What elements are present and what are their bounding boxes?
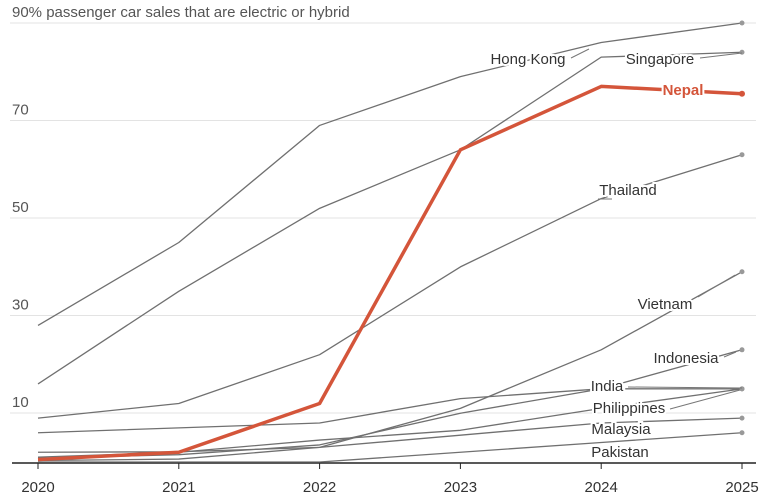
x-tick-label: 2025 (725, 479, 758, 496)
series-line-pakistan (38, 432, 743, 463)
x-tick-label: 2022 (303, 479, 336, 496)
series-label-singapore: Singapore (626, 51, 694, 68)
chart-title: 90% passenger car sales that are electri… (12, 4, 350, 21)
label-leader-india (627, 386, 743, 389)
series-label-vietnam: Vietnam (638, 296, 693, 313)
series-endpoint-thailand (739, 152, 745, 158)
series-labels: Hong Kong Singapore Nepal Thailand Vietnam In… (488, 48, 743, 463)
series-endpoint-pakistan (739, 430, 745, 436)
label-leader-philippines (669, 389, 741, 410)
x-tick-label: 2021 (162, 479, 195, 496)
x-tick-label: 2020 (21, 479, 54, 496)
y-tick-label: 50 (12, 199, 29, 216)
label-leader-nepal (707, 90, 743, 95)
series-label-indonesia: Indonesia (653, 350, 719, 367)
label-leader-hong-kong (570, 48, 590, 59)
series-endpoint-singapore (739, 49, 745, 55)
series-label-hong-kong: Hong Kong (490, 51, 565, 68)
series-label-philippines: Philippines (593, 400, 666, 417)
series-line-indonesia (37, 349, 743, 459)
series-endpoint-vietnam (739, 269, 745, 275)
series-endpoint-philippines (739, 386, 745, 392)
y-tick-label: 70 (12, 102, 29, 119)
series-label-malaysia: Malaysia (591, 421, 651, 438)
series-line-nepal (37, 84, 743, 462)
series-line-vietnam (37, 271, 743, 462)
series-line-thailand (37, 154, 743, 419)
label-leader-indonesia (723, 351, 737, 358)
series-endpoint-hong-kong (739, 20, 745, 26)
y-tick-labels: 10 30 50 70 (12, 102, 29, 412)
series-endpoint-malaysia (739, 415, 745, 421)
series-label-nepal: Nepal (663, 82, 704, 99)
y-tick-label: 10 (12, 394, 29, 411)
series-line-singapore (37, 51, 743, 385)
x-tick-labels: 2020 2021 2022 2023 2024 2025 (21, 463, 759, 496)
series-lines (37, 20, 745, 463)
label-leader-vietnam (697, 274, 736, 298)
x-tick-label: 2023 (444, 479, 477, 496)
series-line-hong-kong (37, 22, 743, 326)
series-label-india: India (591, 378, 624, 395)
label-leader-singapore (699, 52, 743, 59)
series-line-india (37, 388, 742, 434)
series-label-pakistan: Pakistan (591, 444, 649, 461)
series-label-thailand: Thailand (599, 182, 657, 199)
grid-layer (10, 22, 756, 414)
series-endpoint-indonesia (739, 347, 745, 353)
y-tick-label: 30 (12, 297, 29, 314)
x-tick-label: 2024 (585, 479, 618, 496)
